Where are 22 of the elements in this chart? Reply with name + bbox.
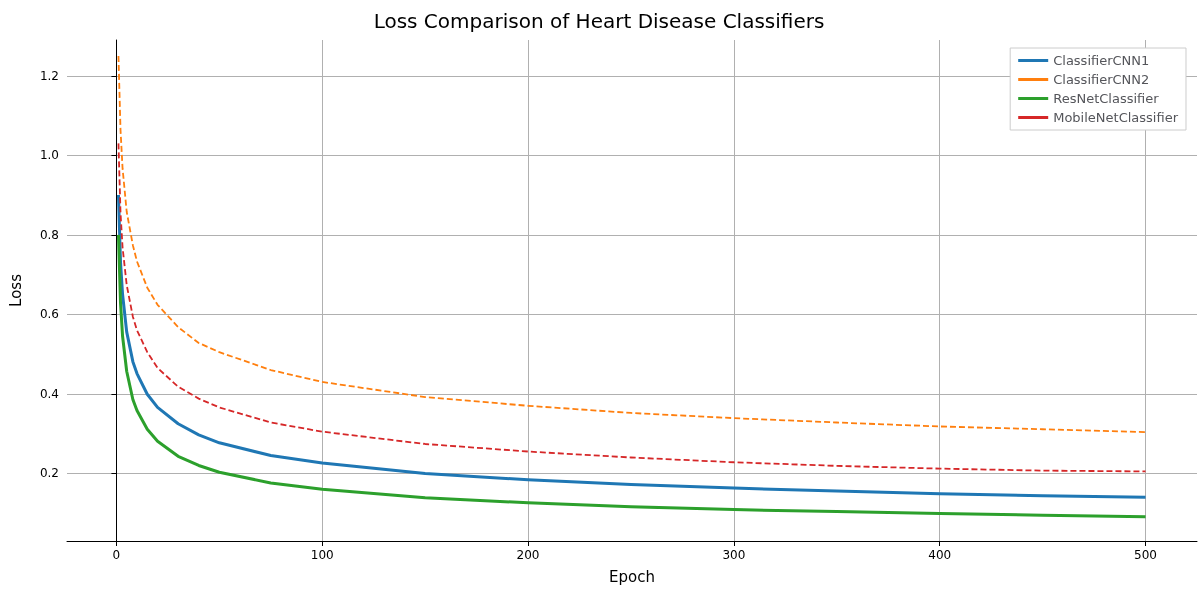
legend-label: ResNetClassifier <box>1053 91 1160 106</box>
x-axis-title: Epoch <box>609 567 655 586</box>
x-tick-label: 300 <box>722 548 746 562</box>
y-tick-label: 0.6 <box>39 307 59 322</box>
x-tick-label: 100 <box>310 548 334 562</box>
x-tick-label: 200 <box>516 548 540 562</box>
x-tick-label: 400 <box>928 548 952 562</box>
x-tick-label: 500 <box>1134 548 1157 562</box>
y-tick-label: 1.2 <box>39 68 59 83</box>
y-tick-label: 0.2 <box>39 466 59 481</box>
y-tick-label: 1.0 <box>39 148 59 163</box>
line-series <box>116 193 1148 499</box>
line-series <box>117 142 1147 473</box>
chart-title: Loss Comparison of Heart Disease Classifiers <box>373 9 825 33</box>
y-tick-label: 0.4 <box>39 386 59 401</box>
legend-label: MobileNetClassifier <box>1053 110 1179 125</box>
y-axis-title: Loss <box>6 273 25 307</box>
x-tick-label: 0 <box>112 548 121 562</box>
y-tick-label: 0.8 <box>39 227 59 242</box>
legend-label: ClassifierCNN2 <box>1053 72 1150 87</box>
legend-label: ClassifierCNN1 <box>1053 53 1150 68</box>
line-series <box>116 233 1148 519</box>
